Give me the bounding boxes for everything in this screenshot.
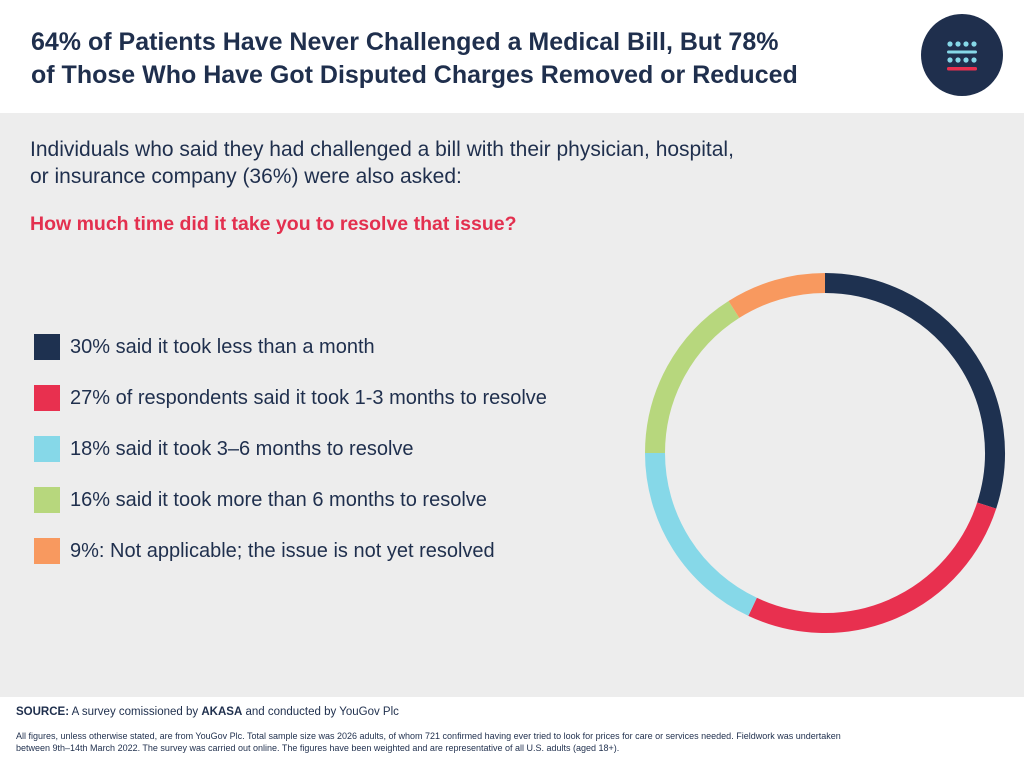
- legend-swatch: [34, 436, 60, 462]
- question-text: How much time did it take you to resolve…: [30, 213, 517, 235]
- page-title: 64% of Patients Have Never Challenged a …: [31, 26, 901, 92]
- title-line-1: 64% of Patients Have Never Challenged a …: [31, 28, 779, 56]
- legend-item: 27% of respondents said it took 1-3 mont…: [34, 384, 654, 412]
- donut-slice: [728, 273, 826, 319]
- legend-label: 18% said it took 3–6 months to resolve: [70, 437, 414, 460]
- legend-label: 30% said it took less than a month: [70, 335, 375, 358]
- header: 64% of Patients Have Never Challenged a …: [0, 0, 1024, 113]
- legend-item: 9%: Not applicable; the issue is not yet…: [34, 537, 654, 565]
- legend-swatch: [34, 334, 60, 360]
- donut-slice: [645, 301, 740, 454]
- legend-swatch: [34, 385, 60, 411]
- source-label: SOURCE:: [16, 706, 70, 718]
- intro-line-1: Individuals who said they had challenged…: [30, 138, 734, 161]
- source-text-2: and conducted by YouGov Plc: [245, 706, 399, 718]
- footnote-line-1: All figures, unless otherwise stated, ar…: [16, 731, 841, 741]
- title-line-2: of Those Who Have Got Disputed Charges R…: [31, 61, 798, 89]
- donut-slice: [748, 502, 997, 633]
- content-panel: [0, 113, 1024, 697]
- legend-label: 9%: Not applicable; the issue is not yet…: [70, 539, 495, 562]
- legend-item: 18% said it took 3–6 months to resolve: [34, 435, 654, 463]
- dots-and-lines-logo-icon: [921, 14, 1003, 96]
- donut-slice: [824, 273, 1005, 509]
- donut-slice: [645, 452, 757, 616]
- source-line: SOURCE: A survey comissioned by AKASA an…: [16, 706, 399, 718]
- legend-item: 30% said it took less than a month: [34, 333, 654, 361]
- legend-label: 16% said it took more than 6 months to r…: [70, 488, 487, 511]
- legend-item: 16% said it took more than 6 months to r…: [34, 486, 654, 514]
- source-text-1: A survey comissioned by: [71, 706, 199, 718]
- footnote: All figures, unless otherwise stated, ar…: [16, 731, 946, 754]
- intro-line-2: or insurance company (36%) were also ask…: [30, 165, 462, 188]
- intro-text: Individuals who said they had challenged…: [30, 136, 930, 190]
- source-brand: AKASA: [201, 706, 243, 718]
- legend-swatch: [34, 538, 60, 564]
- legend-swatch: [34, 487, 60, 513]
- footer: [0, 697, 1024, 778]
- legend-label: 27% of respondents said it took 1-3 mont…: [70, 386, 547, 409]
- footnote-line-2: between 9th–14th March 2022. The survey …: [16, 742, 620, 753]
